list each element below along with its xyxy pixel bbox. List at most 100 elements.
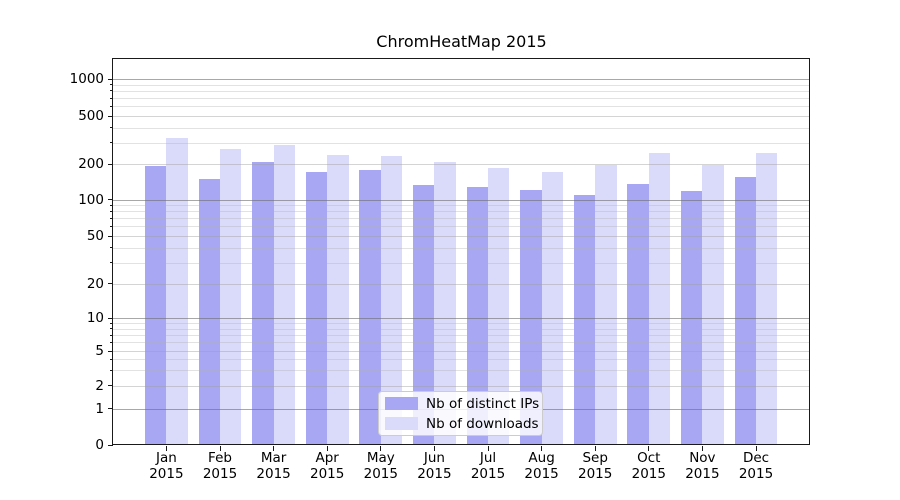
bar-nb-of-downloads-nov — [702, 165, 724, 445]
y-tick-mark-200 — [107, 163, 113, 165]
gridline-30 — [113, 262, 810, 264]
x-tick-mark-apr — [326, 446, 328, 451]
y-tick-label-100: 100 — [78, 191, 104, 208]
gridline-5 — [113, 351, 810, 352]
x-tick-label-apr: Apr 2015 — [310, 450, 345, 482]
bar-nb-of-downloads-sep — [595, 165, 617, 445]
gridline-800 — [113, 90, 810, 92]
legend-label-1: Nb of downloads — [426, 415, 539, 432]
y-minortick-7 — [110, 334, 113, 336]
y-minortick-60 — [110, 225, 113, 227]
bar-nb-of-downloads-apr — [327, 155, 349, 445]
gridline-2 — [113, 385, 810, 387]
x-tick-mark-mar — [273, 446, 275, 451]
gridline-40 — [113, 247, 810, 249]
gridline-90 — [113, 205, 810, 206]
x-tick-label-may: May 2015 — [363, 450, 398, 482]
y-tick-mark-0 — [107, 444, 113, 446]
x-tick-label-dec: Dec 2015 — [738, 450, 774, 482]
x-tick-label-jun: Jun 2015 — [417, 450, 452, 482]
x-tick-label-feb: Feb 2015 — [202, 450, 238, 482]
legend-item-0: Nb of distinct IPs — [385, 395, 540, 412]
legend-item-1: Nb of downloads — [385, 415, 539, 432]
y-minortick-70 — [110, 217, 113, 219]
y-minortick-300 — [110, 142, 113, 144]
y-tick-mark-50 — [107, 235, 113, 237]
y-tick-mark-1 — [107, 408, 113, 409]
y-minortick-4 — [110, 358, 113, 360]
bar-nb-of-distinct-ips-may — [359, 169, 381, 445]
gridline-600 — [113, 106, 810, 108]
gridline-4 — [113, 359, 810, 361]
y-tick-label-20: 20 — [86, 275, 104, 292]
x-tick-mark-may — [380, 446, 382, 451]
bar-nb-of-distinct-ips-oct — [627, 183, 649, 445]
x-tick-mark-jan — [165, 446, 167, 451]
gridline-6 — [113, 342, 810, 344]
y-tick-label-5: 5 — [95, 343, 104, 359]
bar-nb-of-distinct-ips-aug — [520, 190, 542, 445]
x-tick-label-sep: Sep 2015 — [578, 450, 613, 482]
gridline-400 — [113, 127, 810, 129]
y-minortick-900 — [110, 84, 113, 86]
x-tick-mark-feb — [219, 446, 221, 451]
x-tick-label-mar: Mar 2015 — [256, 450, 291, 482]
y-tick-mark-1000 — [107, 78, 113, 80]
x-tick-label-jan: Jan 2015 — [149, 450, 184, 482]
gridline-60 — [113, 226, 810, 228]
y-minortick-90 — [110, 204, 113, 206]
x-tick-mark-dec — [755, 446, 757, 451]
bar-nb-of-distinct-ips-nov — [681, 190, 703, 445]
y-tick-mark-500 — [107, 115, 113, 117]
x-tick-label-jul: Jul 2015 — [470, 450, 506, 482]
y-tick-label-2: 2 — [95, 377, 104, 394]
bar-nb-of-distinct-ips-jun — [413, 184, 435, 445]
y-tick-mark-10 — [107, 317, 113, 319]
bar-nb-of-downloads-oct — [648, 152, 671, 445]
x-tick-label-nov: Nov 2015 — [685, 450, 720, 482]
bar-nb-of-distinct-ips-apr — [305, 172, 328, 445]
bar-nb-of-downloads-aug — [541, 172, 563, 445]
bar-nb-of-downloads-may — [380, 155, 403, 445]
y-minortick-40 — [110, 247, 113, 249]
x-tick-label-oct: Oct 2015 — [631, 450, 666, 482]
y-tick-mark-2 — [107, 385, 113, 386]
gridline-3 — [113, 370, 810, 372]
bar-nb-of-distinct-ips-dec — [734, 177, 756, 445]
bar-nb-of-downloads-mar — [273, 145, 295, 445]
gridline-1000 — [113, 79, 810, 80]
plot-border — [112, 58, 810, 445]
gridline-20 — [113, 283, 810, 285]
legend-swatch-1 — [385, 417, 418, 430]
legend-swatch-0 — [385, 397, 418, 410]
y-tick-label-1: 1 — [95, 400, 104, 417]
gridline-100 — [113, 199, 810, 201]
gridline-8 — [113, 328, 810, 330]
gridline-200 — [113, 164, 810, 165]
bar-nb-of-distinct-ips-jan — [145, 165, 167, 445]
gridline-80 — [113, 211, 810, 213]
gridline-300 — [113, 142, 810, 144]
y-tick-label-10: 10 — [86, 310, 104, 326]
bar-nb-of-distinct-ips-mar — [252, 161, 274, 445]
y-minortick-800 — [110, 90, 113, 92]
x-tick-mark-jul — [487, 446, 489, 451]
y-minortick-400 — [110, 127, 113, 129]
y-tick-mark-100 — [107, 199, 113, 200]
y-minortick-3 — [110, 369, 113, 371]
bar-nb-of-distinct-ips-sep — [573, 195, 596, 445]
bar-nb-of-downloads-jul — [488, 168, 510, 445]
y-tick-label-1000: 1000 — [69, 71, 104, 87]
gridline-50 — [113, 236, 810, 237]
legend-label-0: Nb of distinct IPs — [426, 395, 540, 412]
y-minortick-6 — [110, 341, 113, 343]
y-minortick-80 — [110, 210, 113, 212]
bar-nb-of-downloads-feb — [220, 148, 242, 445]
bar-nb-of-distinct-ips-jul — [466, 186, 488, 445]
bar-nb-of-distinct-ips-feb — [198, 178, 220, 445]
bar-nb-of-downloads-jan — [166, 137, 188, 445]
